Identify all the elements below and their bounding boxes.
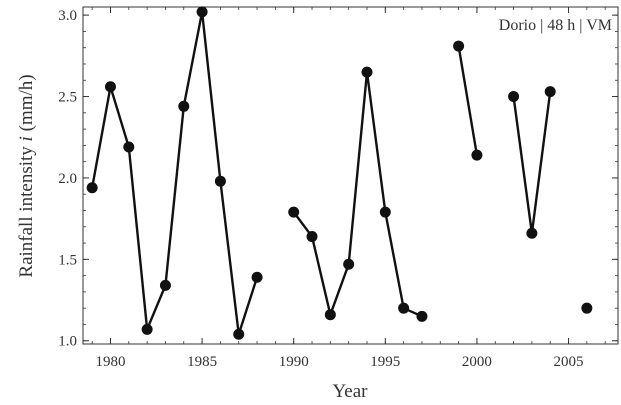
data-point xyxy=(86,182,98,194)
data-point xyxy=(159,279,171,291)
chart-annotation: Dorio | 48 h | VM xyxy=(499,17,612,34)
data-point xyxy=(471,149,483,161)
data-point xyxy=(508,91,520,103)
data-point xyxy=(196,6,208,18)
data-point xyxy=(123,141,135,153)
data-point xyxy=(398,302,410,314)
tick-marks xyxy=(83,7,618,344)
x-tick-label: 1995 xyxy=(370,354,400,370)
data-point xyxy=(178,100,190,112)
y-tick-label: 1.0 xyxy=(58,334,77,350)
data-point xyxy=(343,258,355,270)
y-axis-label: Rainfall intensity i (mm/h) xyxy=(16,74,37,277)
y-tick-labels: 1.0 1.5 2.0 2.5 3.0 xyxy=(58,8,77,350)
data-point xyxy=(104,81,116,93)
y-axis-label-var: i xyxy=(16,136,37,141)
data-point xyxy=(544,86,556,98)
data-point xyxy=(251,271,263,283)
x-axis-label: Year xyxy=(332,381,368,402)
y-axis-label-suffix: (mm/h) xyxy=(16,74,37,136)
data-point xyxy=(141,323,153,335)
data-point xyxy=(379,206,391,218)
series-line-segment xyxy=(90,10,259,336)
y-tick-label: 1.5 xyxy=(58,252,77,268)
series-markers xyxy=(86,6,593,340)
y-tick-label: 2.0 xyxy=(58,171,77,187)
data-point xyxy=(581,302,593,314)
x-tick-label: 2005 xyxy=(554,354,584,370)
x-tick-label: 1980 xyxy=(95,354,125,370)
data-point xyxy=(526,227,538,239)
data-point xyxy=(361,66,373,78)
data-point xyxy=(288,206,300,218)
data-point xyxy=(233,328,245,340)
x-tick-label: 2000 xyxy=(462,354,492,370)
data-point xyxy=(306,231,318,243)
x-tick-label: 1985 xyxy=(187,354,217,370)
series-line-segment xyxy=(457,45,479,156)
y-tick-label: 3.0 xyxy=(58,8,77,24)
x-tick-label: 1990 xyxy=(279,354,309,370)
data-point xyxy=(453,40,465,52)
series-line-segment xyxy=(292,70,423,318)
series-line-segment xyxy=(512,91,552,235)
data-point xyxy=(214,175,226,187)
data-point xyxy=(416,310,428,322)
y-tick-label: 2.5 xyxy=(58,90,77,106)
y-axis-label-prefix: Rainfall intensity xyxy=(16,141,37,277)
plot-frame xyxy=(82,6,619,345)
x-tick-labels: 1980 1985 1990 1995 2000 2005 xyxy=(95,354,583,370)
data-point xyxy=(324,309,336,321)
